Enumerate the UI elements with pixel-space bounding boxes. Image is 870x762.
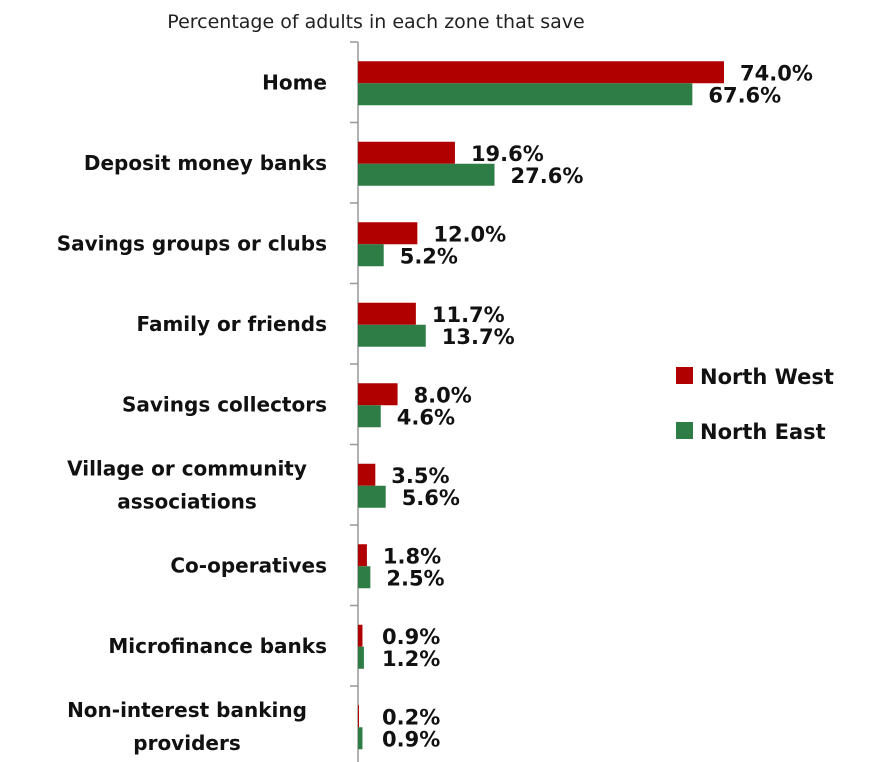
data-label: 74.0% [740,61,813,85]
bar [358,646,364,669]
bar [358,463,376,486]
category-label: Deposit money banks [84,151,327,175]
bars [358,61,724,750]
legend-label: North West [700,365,834,389]
bar [358,222,418,245]
category-labels: Home Deposit money banks Savings groups or… [57,70,327,755]
chart-title: Percentage of adults in each zone that s… [167,11,584,33]
data-label: 1.8% [383,544,441,568]
bar [358,83,693,106]
data-label: 8.0% [414,383,472,407]
data-label: 11.7% [432,303,505,327]
data-label: 5.2% [400,244,458,268]
data-label: 4.6% [397,405,455,429]
data-label: 0.9% [382,727,440,751]
category-label: Village or community associations [67,456,307,513]
data-label: 5.6% [402,486,460,510]
category-label: Microfinance banks [108,634,327,658]
value-labels: 74.0%19.6%12.0%11.7%8.0%3.5%1.8%0.9%0.2%… [382,61,813,751]
bar [358,244,384,267]
data-label: 0.9% [382,625,440,649]
data-label: 12.0% [433,222,506,246]
bar [358,61,724,84]
category-label: Family or friends [136,312,327,336]
legend-label: North East [700,420,826,444]
bar [358,727,363,750]
data-label: 2.5% [386,566,444,590]
category-label: Co-operatives [170,553,327,577]
category-label: Savings groups or clubs [57,231,327,255]
legend-swatch [676,422,693,439]
data-label: 0.2% [382,705,440,729]
legend: North West North East [676,365,834,444]
data-label: 19.6% [471,142,544,166]
data-label: 27.6% [511,164,584,188]
bar [358,383,398,406]
bar [358,485,386,508]
category-label: Non-interest banking providers [67,698,307,755]
bar [358,705,359,728]
data-label: 13.7% [442,325,515,349]
category-label: Savings collectors [122,392,327,416]
bar [358,163,495,186]
data-label: 67.6% [708,83,781,107]
bar [358,141,455,164]
bar [358,324,426,347]
bar [358,566,371,589]
axis-ticks [350,41,358,687]
data-label: 3.5% [391,464,449,488]
category-label: Home [262,70,327,94]
bar [358,405,381,428]
bar [358,544,367,567]
bar [358,624,363,647]
data-label: 1.2% [382,647,440,671]
bar [358,302,416,325]
legend-swatch [676,367,693,384]
